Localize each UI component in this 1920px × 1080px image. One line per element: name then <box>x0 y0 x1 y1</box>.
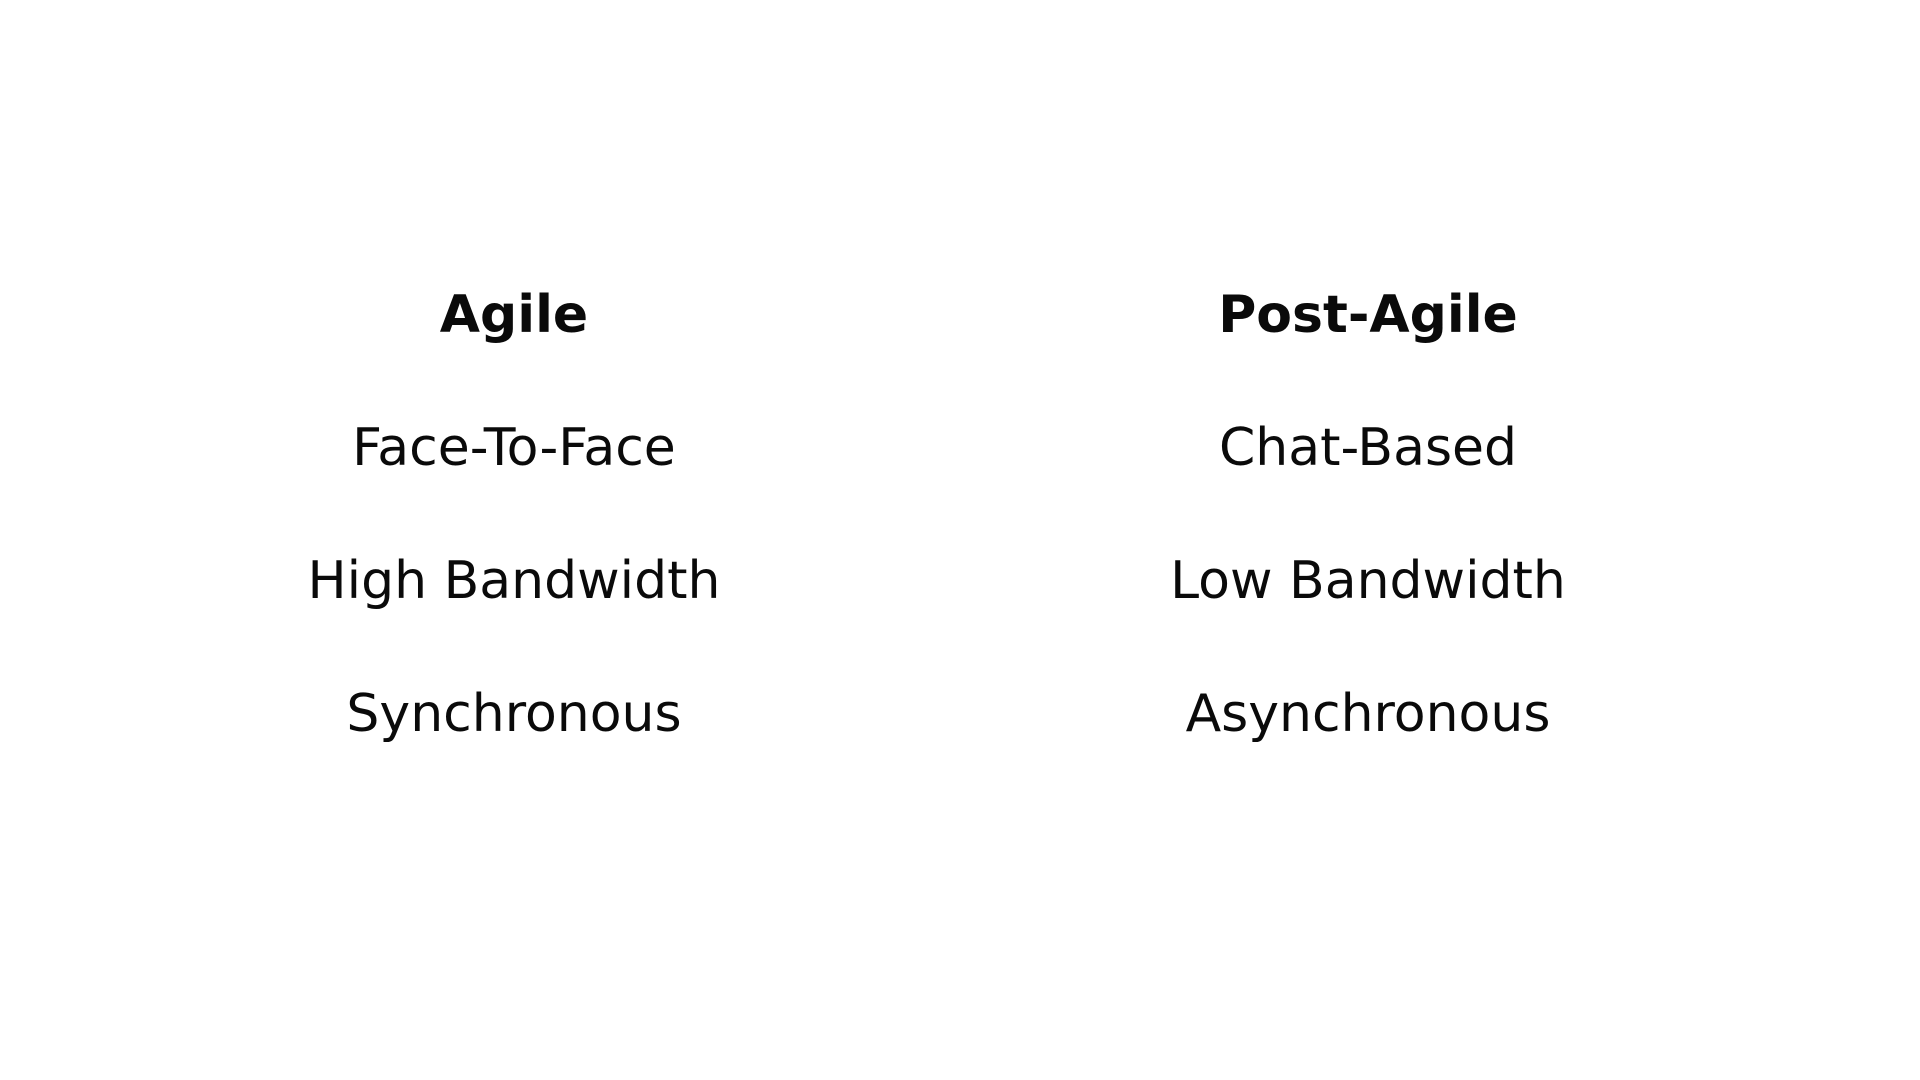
post-agile-item-chat-based: Chat-Based <box>1218 418 1518 478</box>
agile-column: Agile Face-To-Face High Bandwidth Synchr… <box>64 0 964 1080</box>
agile-item-synchronous: Synchronous <box>346 684 682 744</box>
post-agile-column: Post-Agile Chat-Based Low Bandwidth Asyn… <box>918 0 1818 1080</box>
agile-item-face-to-face: Face-To-Face <box>352 418 676 478</box>
post-agile-item-asynchronous: Asynchronous <box>1185 684 1551 744</box>
agile-heading: Agile <box>439 285 589 345</box>
post-agile-heading: Post-Agile <box>1218 285 1518 345</box>
post-agile-item-low-bandwidth: Low Bandwidth <box>1170 551 1566 611</box>
agile-item-high-bandwidth: High Bandwidth <box>307 551 721 611</box>
